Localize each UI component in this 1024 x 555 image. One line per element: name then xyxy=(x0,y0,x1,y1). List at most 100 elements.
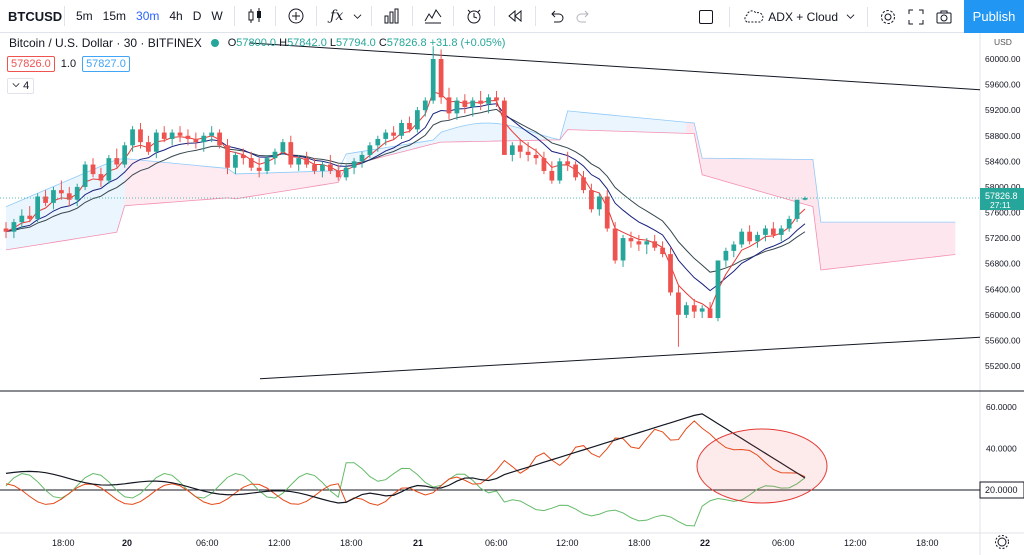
candle-body xyxy=(130,129,135,146)
indicator-count: 4 xyxy=(23,80,30,92)
interval-30m[interactable]: 30m xyxy=(136,9,160,23)
candle-body xyxy=(778,228,784,235)
candle-body xyxy=(343,167,349,178)
undo-icon[interactable] xyxy=(542,2,570,30)
ma-slow-line xyxy=(5,108,806,273)
fullscreen-icon[interactable] xyxy=(902,3,930,31)
candle-body xyxy=(312,164,317,171)
candle-body xyxy=(280,142,286,152)
di-minus-line xyxy=(5,420,806,506)
last-price-value: 57826.8 xyxy=(985,191,1018,201)
interval-4h[interactable]: 4h xyxy=(169,9,183,23)
gear-icon[interactable] xyxy=(874,3,902,31)
candle-body xyxy=(446,97,452,114)
financials-icon[interactable] xyxy=(378,2,406,30)
candle-body xyxy=(209,132,215,136)
candle-body xyxy=(517,145,523,152)
candle-body xyxy=(19,215,25,223)
toolbar-divider xyxy=(867,6,868,27)
ask-price[interactable]: 57827.0 xyxy=(82,56,130,72)
candle-body xyxy=(589,190,594,210)
candle-body xyxy=(691,305,697,312)
candle-body xyxy=(731,244,737,251)
candle-body xyxy=(786,218,792,229)
candle-body xyxy=(620,238,626,261)
interval-W[interactable]: W xyxy=(211,9,223,23)
layout-selector[interactable]: ADX + Cloud xyxy=(736,10,861,24)
high-label: H xyxy=(279,37,288,49)
candle-body xyxy=(256,167,262,171)
candle-body xyxy=(248,158,254,168)
fullscreen-layout-icon[interactable] xyxy=(699,9,714,24)
candle-body xyxy=(146,142,151,152)
candles-style-icon[interactable] xyxy=(241,2,269,30)
candle-body xyxy=(770,228,776,235)
highlight-ellipse[interactable] xyxy=(696,428,828,504)
chevron-down-icon xyxy=(12,83,20,88)
redo-icon[interactable] xyxy=(570,2,598,30)
indicators-collapse-toggle[interactable]: 4 xyxy=(7,78,35,94)
compare-add-icon[interactable] xyxy=(282,2,310,30)
publish-button[interactable]: Publish xyxy=(964,0,1024,33)
candle-body xyxy=(699,308,705,312)
adx-tick: 40.0000 xyxy=(986,444,1017,454)
candle-body xyxy=(414,110,420,130)
toolbar-divider xyxy=(315,6,317,26)
candle-body xyxy=(541,158,547,171)
candle-body xyxy=(225,145,230,168)
interval-15m[interactable]: 15m xyxy=(102,9,127,23)
price-tick: 55200.00 xyxy=(985,361,1021,371)
price-tick: 58800.00 xyxy=(985,131,1021,141)
time-tick: 22 xyxy=(700,538,710,548)
candle-body xyxy=(161,132,167,139)
interval-5m[interactable]: 5m xyxy=(76,9,93,23)
time-tick: 18:00 xyxy=(340,538,363,548)
replay-icon[interactable] xyxy=(501,2,529,30)
candle-body xyxy=(478,100,484,104)
interval-D[interactable]: D xyxy=(192,9,202,23)
low-label: L xyxy=(329,37,337,49)
candle-body xyxy=(43,196,48,203)
open-value: 57800.0 xyxy=(236,37,277,49)
axis-settings-gear-icon[interactable] xyxy=(995,535,1009,549)
trendline-lower[interactable] xyxy=(259,336,981,380)
gear-icon-teeth xyxy=(995,535,1009,549)
candle-body xyxy=(470,100,476,107)
alert-clock-icon[interactable] xyxy=(460,2,488,30)
trendline-upper[interactable] xyxy=(249,42,981,91)
cloud-icon xyxy=(744,9,764,22)
candle-body xyxy=(35,196,41,219)
ohlc-values: O57800.0 H57842.0 L57794.0 C57826.8 +31.… xyxy=(228,37,506,49)
close-value: 57826.8 xyxy=(386,37,427,49)
time-tick: 21 xyxy=(413,538,423,548)
time-tick: 18:00 xyxy=(52,538,75,548)
chevron-down-icon[interactable] xyxy=(351,2,365,30)
bid-price[interactable]: 57826.0 xyxy=(7,56,55,72)
candle-body xyxy=(288,142,294,165)
candle-body xyxy=(581,177,586,191)
bar-countdown: 27:11 xyxy=(990,200,1011,210)
candle-body xyxy=(755,234,760,242)
candle-body xyxy=(233,154,238,168)
toolbar-divider xyxy=(729,6,731,27)
ideas-icon[interactable] xyxy=(419,2,447,30)
candle-body xyxy=(272,151,278,159)
indicators-fx-icon[interactable]: ƒx xyxy=(330,8,344,24)
candle-body xyxy=(486,97,491,104)
candle-body xyxy=(676,292,681,315)
price-tick: 58400.00 xyxy=(985,156,1021,166)
candle-body xyxy=(391,132,397,136)
camera-icon[interactable] xyxy=(930,3,958,31)
candle-body xyxy=(296,158,302,165)
toolbar-divider xyxy=(233,6,235,26)
candle-body xyxy=(612,228,618,261)
adx-level-tag xyxy=(979,481,1024,499)
price-tick: 56000.00 xyxy=(985,310,1021,320)
chart-canvas[interactable]: 60000.00 59600.00 59200.00 58800.00 58400.00… xyxy=(0,33,1024,555)
time-tick: 18:00 xyxy=(916,538,939,548)
gear-icon-inner xyxy=(997,537,1007,547)
candle-body xyxy=(351,161,357,168)
candle-body xyxy=(98,174,104,181)
candle-body xyxy=(430,59,436,101)
symbol-search[interactable]: BTCUSD xyxy=(8,8,63,24)
